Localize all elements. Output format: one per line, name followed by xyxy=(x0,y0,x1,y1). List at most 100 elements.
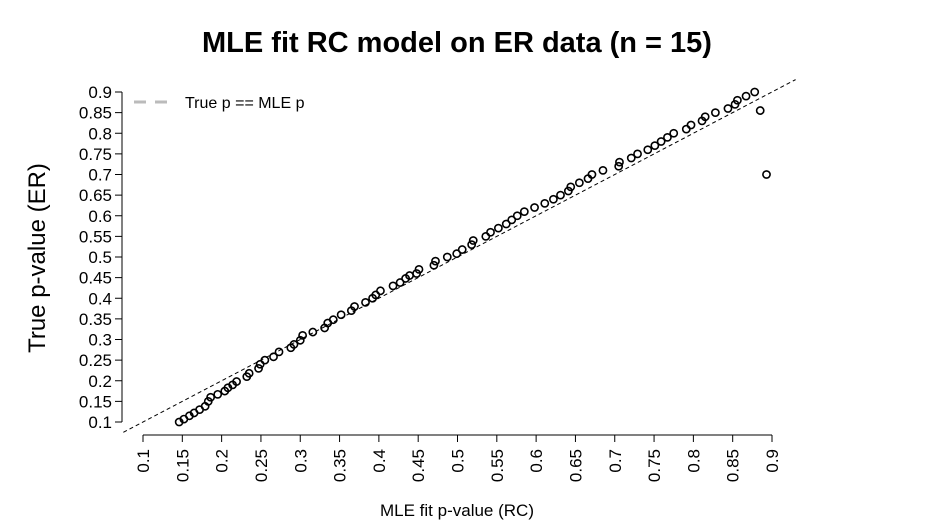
data-point xyxy=(540,198,550,208)
data-point xyxy=(741,91,751,101)
x-tick-label: 0.2 xyxy=(213,449,232,473)
y-tick-label: 0.1 xyxy=(88,413,112,432)
data-point xyxy=(442,252,452,262)
data-point xyxy=(493,223,503,233)
y-tick-label: 0.6 xyxy=(88,207,112,226)
data-point xyxy=(328,315,338,325)
x-tick-label: 0.25 xyxy=(252,449,271,482)
y-tick-label: 0.4 xyxy=(88,289,112,308)
data-point xyxy=(274,347,284,357)
data-point xyxy=(710,108,720,118)
data-point xyxy=(762,170,771,179)
y-tick-label: 0.35 xyxy=(79,310,112,329)
data-point xyxy=(633,149,642,159)
x-tick-label: 0.1 xyxy=(134,449,153,473)
data-point xyxy=(700,112,710,122)
y-tick-label: 0.5 xyxy=(88,248,112,267)
x-tick-label: 0.85 xyxy=(724,449,743,482)
data-point xyxy=(254,363,263,373)
x-tick-label: 0.55 xyxy=(488,449,507,482)
data-point xyxy=(295,335,305,345)
y-tick-label: 0.45 xyxy=(79,269,112,288)
data-point xyxy=(614,161,624,171)
data-point xyxy=(556,190,565,200)
data-point xyxy=(388,281,398,291)
x-axis-label: MLE fit p-value (RC) xyxy=(380,501,534,520)
x-tick-label: 0.6 xyxy=(527,449,546,473)
data-point xyxy=(750,87,760,97)
data-point xyxy=(519,207,529,217)
x-tick-label: 0.65 xyxy=(566,449,585,482)
y-tick-label: 0.25 xyxy=(79,351,112,370)
data-point xyxy=(289,340,299,349)
data-point xyxy=(507,215,517,225)
legend: True p == MLE p xyxy=(134,95,305,112)
data-point xyxy=(512,211,522,221)
data-point xyxy=(530,203,539,212)
data-point xyxy=(587,170,597,179)
x-tick-label: 0.7 xyxy=(606,449,625,473)
data-point xyxy=(452,249,462,259)
chart-title: MLE fit RC model on ER data (n = 15) xyxy=(202,27,712,59)
data-point xyxy=(686,120,696,130)
data-point xyxy=(213,389,223,399)
x-tick-label: 0.45 xyxy=(409,449,428,482)
data-point xyxy=(643,145,653,155)
data-point xyxy=(269,352,278,362)
data-point xyxy=(650,141,660,151)
y-axis-label: True p-value (ER) xyxy=(24,163,51,353)
data-point xyxy=(626,153,636,163)
x-tick-label: 0.35 xyxy=(331,449,350,482)
data-point xyxy=(669,128,679,138)
plot-area: 0.1 0.15 0.2 0.25 0.3 0.35 0.4 0.45 0.5 0.55 0.6 0.… xyxy=(79,79,796,482)
x-tick-label: 0.75 xyxy=(645,449,664,482)
data-point xyxy=(376,286,385,296)
data-point xyxy=(574,178,584,188)
data-point xyxy=(298,330,308,340)
x-tick-label: 0.15 xyxy=(173,449,192,482)
data-point xyxy=(549,194,558,204)
data-point xyxy=(723,104,733,113)
y-tick-label: 0.7 xyxy=(88,166,112,185)
data-point xyxy=(414,264,424,274)
data-point xyxy=(656,137,666,146)
data-point xyxy=(467,240,477,250)
data-point xyxy=(681,124,691,134)
data-point xyxy=(395,278,405,287)
y-tick-label: 0.55 xyxy=(79,227,112,246)
data-point xyxy=(361,297,370,307)
data-point xyxy=(260,355,270,365)
data-point xyxy=(468,236,478,245)
y-tick-label: 0.65 xyxy=(79,186,112,205)
y-tick-label: 0.3 xyxy=(88,331,112,350)
data-point xyxy=(755,106,765,115)
x-tick-label: 0.9 xyxy=(763,449,782,473)
data-point xyxy=(336,310,346,320)
y-tick-label: 0.8 xyxy=(88,124,112,143)
data-point xyxy=(566,182,576,192)
x-tick-label: 0.4 xyxy=(370,449,389,473)
x-tick-label: 0.5 xyxy=(449,449,468,473)
data-point xyxy=(486,227,495,237)
data-point xyxy=(598,165,608,175)
data-point xyxy=(431,256,440,266)
x-tick-label: 0.8 xyxy=(684,449,703,473)
legend-label: True p == MLE p xyxy=(185,95,305,112)
y-tick-label: 0.75 xyxy=(79,145,112,164)
x-tick-label: 0.3 xyxy=(291,449,310,473)
y-tick-label: 0.85 xyxy=(79,104,112,123)
data-point xyxy=(481,231,491,241)
data-point xyxy=(308,327,318,337)
data-point xyxy=(501,219,511,229)
data-point xyxy=(350,302,359,311)
data-point xyxy=(429,260,439,270)
data-point xyxy=(615,157,624,167)
y-tick-label: 0.2 xyxy=(88,372,112,391)
data-point xyxy=(733,95,742,105)
data-point xyxy=(232,377,241,386)
data-point xyxy=(663,132,672,142)
y-tick-label: 0.9 xyxy=(88,83,112,102)
data-point xyxy=(206,392,216,402)
